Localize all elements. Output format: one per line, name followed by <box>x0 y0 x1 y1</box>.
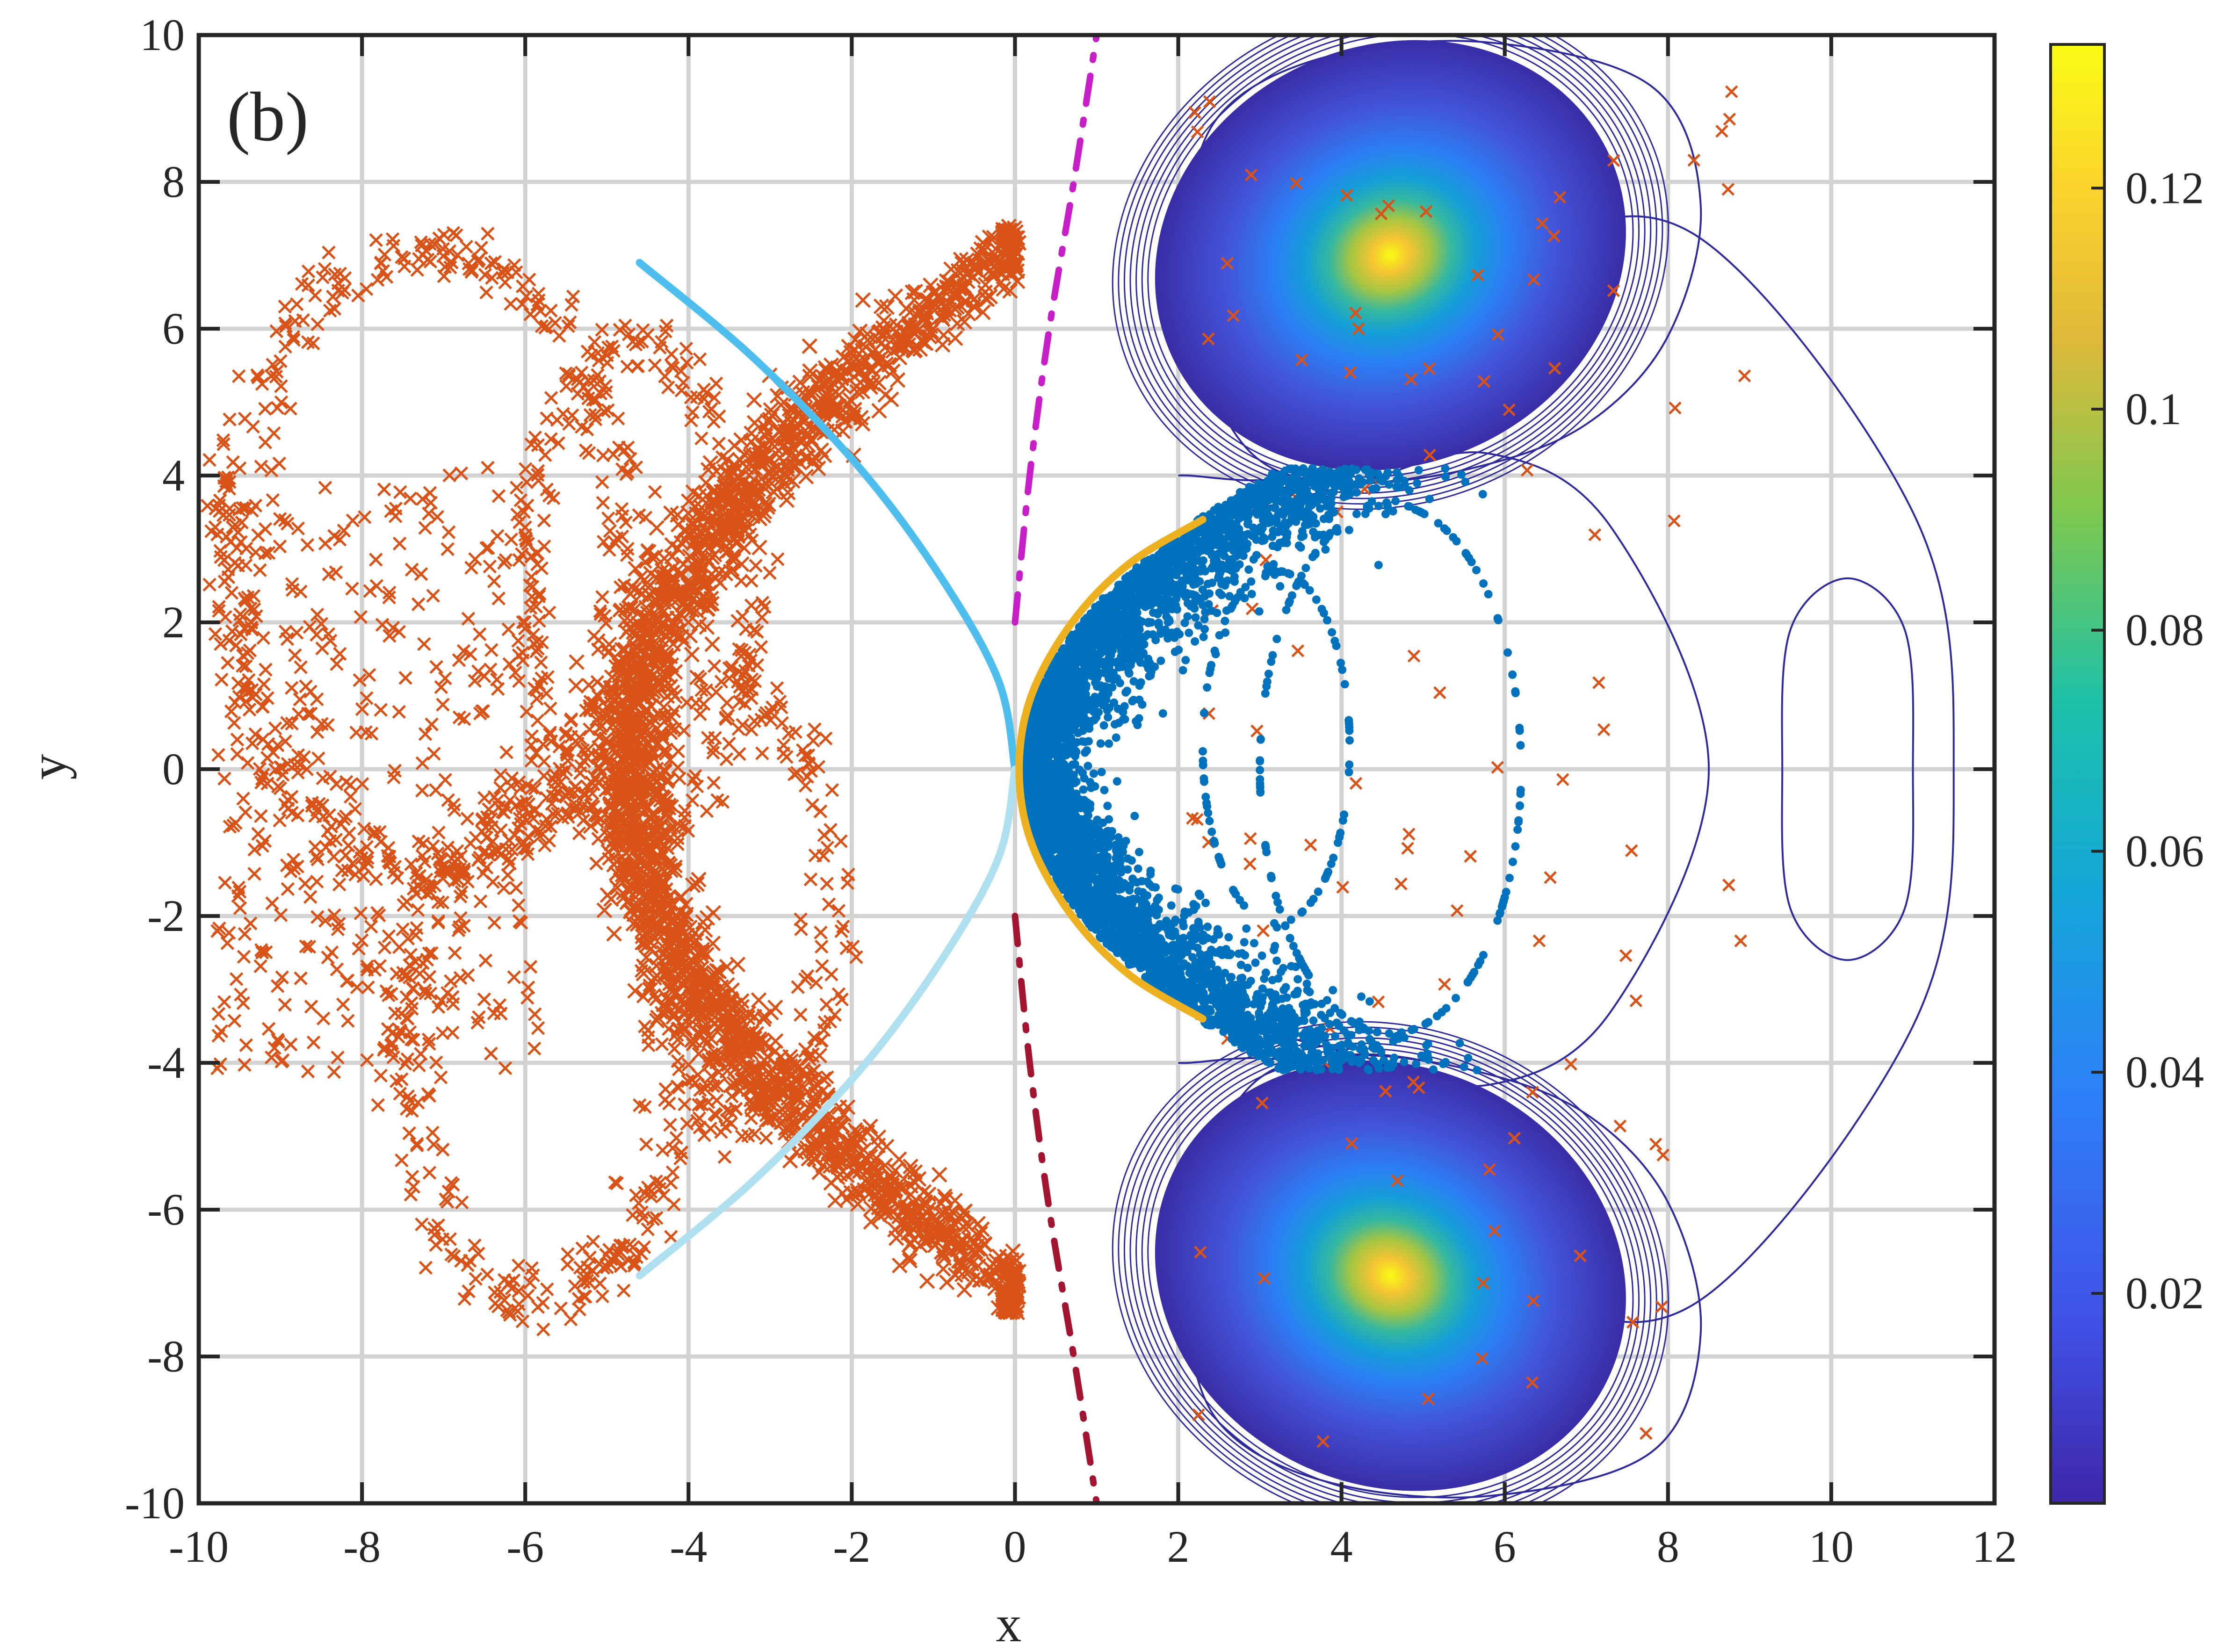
x-tick-label: 10 <box>1809 1522 1854 1572</box>
y-tick-label: 2 <box>162 597 185 647</box>
density-contour-ring <box>1123 1032 1657 1503</box>
density-contour-ring <box>1147 35 1634 478</box>
curve-line-0 <box>1012 35 1100 626</box>
data-layer <box>200 35 1955 1503</box>
density-blob-1 <box>1112 1021 1669 1503</box>
curve-line-2 <box>636 259 1019 773</box>
contour-island <box>1781 577 1915 961</box>
y-tick-label: -2 <box>147 891 185 941</box>
colorbar-tick-label: 0.02 <box>2125 1268 2204 1318</box>
orange-cross-series <box>200 85 1751 1448</box>
x-tick-label: 8 <box>1657 1522 1679 1572</box>
axis-ticks: -10 -8 -6 -4 -2 0 2 4 6 8 10 12 -10 -8 -6 -4 -2 0 2 4 6 8 10 <box>125 10 2017 1572</box>
x-tick-label: 12 <box>1972 1522 2017 1572</box>
panel-label: (b) <box>227 78 309 156</box>
blue-dot-series <box>1015 464 1525 1075</box>
density-contour-ring <box>1135 1042 1646 1503</box>
density-blobs <box>1112 35 1669 1503</box>
x-tick-label: 2 <box>1167 1522 1190 1572</box>
density-blob-0 <box>1112 35 1669 510</box>
colorbar-tick-label: 0.06 <box>2125 826 2204 876</box>
x-tick-label: 6 <box>1494 1522 1516 1572</box>
curve-line-1 <box>1012 913 1100 1503</box>
colorbar-tick-label: 0.1 <box>2125 384 2182 434</box>
curve-line-3 <box>636 765 1019 1280</box>
colorbar-tick-label: 0.08 <box>2125 605 2204 655</box>
x-tick-label: -10 <box>169 1522 229 1572</box>
colorbar: 0.02 0.04 0.06 0.08 0.1 0.12 <box>2049 43 2204 1505</box>
y-tick-label: 0 <box>162 744 185 794</box>
density-contour-ring <box>1141 35 1640 483</box>
curve-line-4 <box>1015 516 1207 1023</box>
x-axis-label: x <box>996 1595 1022 1652</box>
y-tick-label: 8 <box>162 157 185 207</box>
density-contour-ring <box>1135 35 1646 489</box>
density-contour-ring <box>1129 1037 1652 1503</box>
y-tick-label: -8 <box>147 1331 185 1381</box>
colorbar-gradient <box>2049 43 2106 1505</box>
density-blob-fill <box>1155 40 1626 471</box>
density-contour-ring <box>1123 35 1657 499</box>
curve-lines <box>636 35 1207 1503</box>
colorbar-tick-label: 0.04 <box>2125 1047 2204 1097</box>
y-axis-label: y <box>20 754 77 780</box>
x-tick-label: -2 <box>833 1522 870 1572</box>
orange-cross-markers <box>200 85 1751 1448</box>
x-tick-label: -6 <box>506 1522 544 1572</box>
density-contour-ring <box>1112 1021 1669 1503</box>
x-tick-label: -4 <box>670 1522 707 1572</box>
y-tick-label: 6 <box>162 303 185 353</box>
x-tick-label: -8 <box>343 1522 381 1572</box>
x-tick-label: 0 <box>1004 1522 1026 1572</box>
y-tick-label: -4 <box>147 1038 185 1088</box>
x-tick-label: 4 <box>1330 1522 1353 1572</box>
y-tick-label: 10 <box>140 10 185 60</box>
y-tick-label: 4 <box>162 450 185 500</box>
y-tick-label: -6 <box>147 1184 185 1234</box>
density-blob-fill <box>1155 1060 1626 1491</box>
y-tick-label: -10 <box>125 1478 185 1528</box>
blue-dot-markers <box>1015 464 1525 1075</box>
density-contour-ring <box>1112 35 1669 510</box>
colorbar-tick-label: 0.12 <box>2125 163 2204 213</box>
density-contour-ring <box>1141 1048 1640 1503</box>
density-contour-ring <box>1129 35 1652 494</box>
density-contour-ring <box>1147 1053 1634 1498</box>
density-contour-ring <box>1118 1026 1663 1503</box>
